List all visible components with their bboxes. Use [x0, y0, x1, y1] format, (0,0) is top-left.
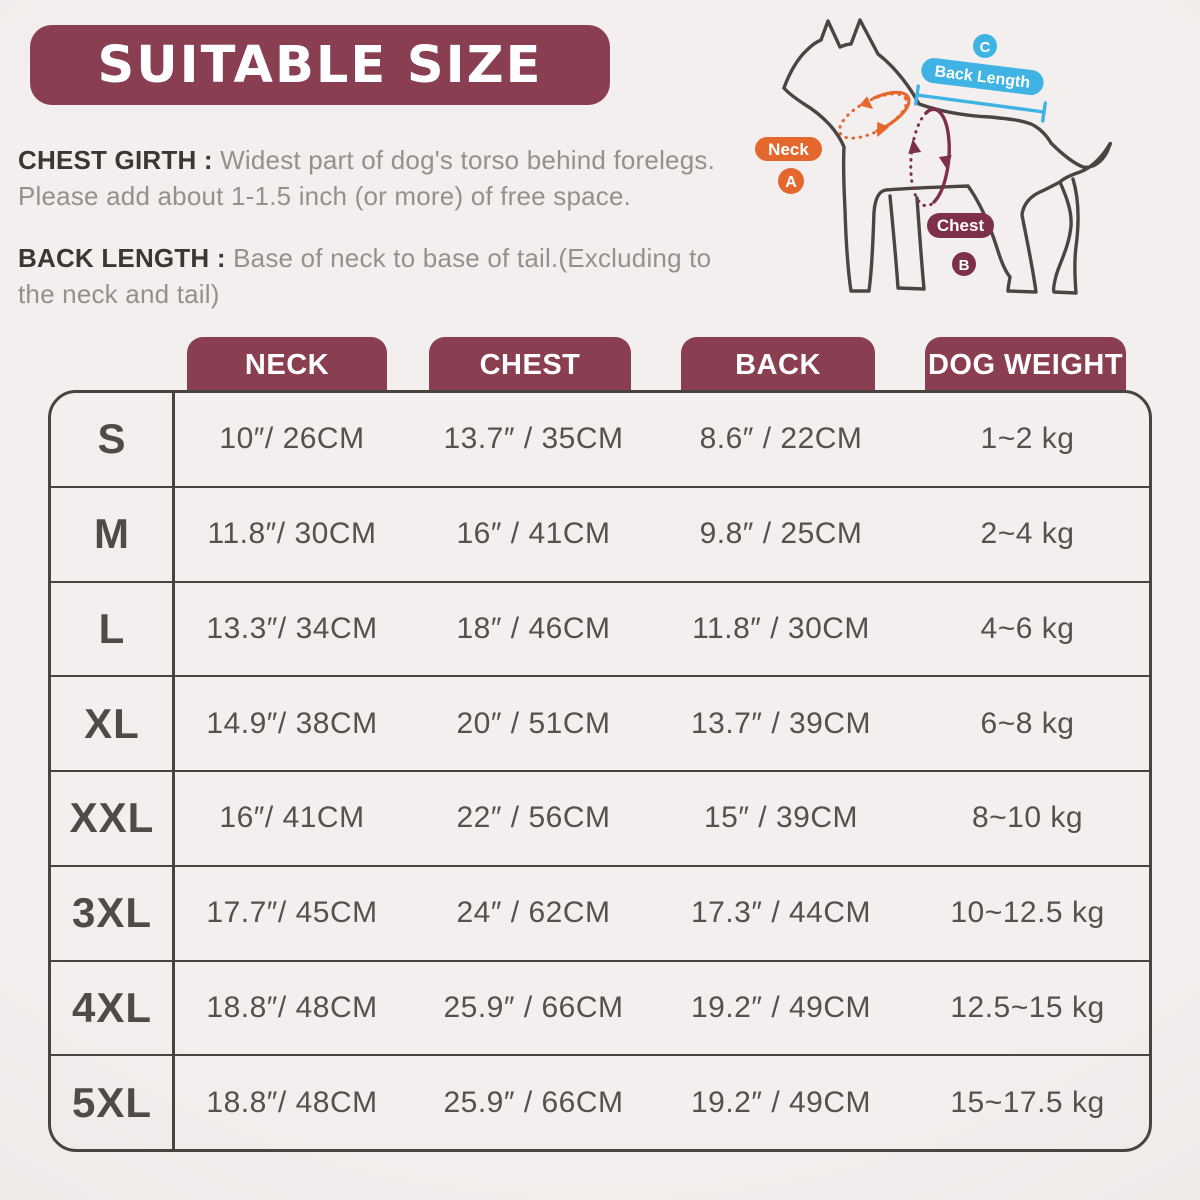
size-label: 4XL	[71, 983, 153, 1031]
neck-value: 18.8″/ 48CM	[206, 1085, 378, 1119]
back-value: 8.6″ / 22CM	[699, 422, 863, 456]
weight-value: 2~4 kg	[980, 517, 1075, 551]
size-label: XXL	[69, 794, 155, 842]
column-header-dog-weight: DOG WEIGHT	[925, 337, 1126, 393]
back-value: 19.2″ / 49CM	[690, 990, 872, 1024]
neck-value: 11.8″/ 30CM	[207, 517, 377, 551]
back-value: 13.7″ / 39CM	[690, 706, 872, 740]
neck-letter-badge: A	[778, 168, 804, 194]
chest-value: 22″ / 56CM	[456, 801, 611, 835]
back-length-label: Back Length	[921, 58, 1044, 96]
size-label: 3XL	[71, 889, 153, 937]
measurement-instructions: CHEST GIRTH : Widest part of dog's torso…	[18, 142, 763, 312]
back-length-text-line1: Base of neck to base of tail.(Excluding …	[233, 243, 712, 273]
neck-girth-ellipse	[838, 90, 911, 140]
size-label: XL	[84, 699, 140, 747]
back-length-letter-badge: C	[973, 34, 997, 58]
chest-value: 16″ / 41CM	[456, 517, 611, 551]
weight-value: 6~8 kg	[980, 706, 1075, 740]
chest-value: 25.9″ / 66CM	[443, 1085, 624, 1119]
column-header-neck: NECK	[187, 337, 387, 393]
svg-text:C: C	[980, 39, 991, 56]
weight-value: 8~10 kg	[971, 801, 1084, 835]
table-row-s: S 10″/ 26CM 13.7″ / 35CM 8.6″ / 22CM 1~2…	[51, 393, 1149, 486]
neck-label: Neck	[755, 137, 822, 161]
back-value: 17.3″ / 44CM	[690, 896, 872, 930]
neck-value: 17.7″/ 45CM	[206, 896, 378, 930]
chest-letter-badge: B	[952, 252, 976, 276]
size-label: L	[98, 604, 126, 652]
svg-text:A: A	[785, 174, 797, 191]
neck-value: 13.3″/ 34CM	[206, 611, 378, 645]
size-label: S	[97, 415, 127, 463]
column-header-label: BACK	[735, 348, 821, 381]
size-label: 5XL	[71, 1078, 153, 1126]
weight-value: 10~12.5 kg	[950, 896, 1105, 930]
page-title-banner: SUITABLE SIZE	[30, 25, 610, 105]
chest-value: 13.7″ / 35CM	[443, 422, 624, 456]
dog-outline	[782, 18, 1112, 295]
size-table: S 10″/ 26CM 13.7″ / 35CM 8.6″ / 22CM 1~2…	[48, 390, 1152, 1152]
table-row-xl: XL 14.9″/ 38CM 20″ / 51CM 13.7″ / 39CM 6…	[51, 675, 1149, 770]
column-header-label: CHEST	[479, 348, 581, 381]
weight-value: 15~17.5 kg	[950, 1085, 1105, 1119]
table-row-xxl: XXL 16″/ 41CM 22″ / 56CM 15″ / 39CM 8~10…	[51, 770, 1149, 865]
back-value: 19.2″ / 49CM	[690, 1085, 872, 1119]
svg-text:B: B	[959, 257, 970, 274]
weight-value: 4~6 kg	[980, 611, 1075, 645]
column-header-label: NECK	[244, 348, 330, 381]
chest-value: 24″ / 62CM	[456, 896, 611, 930]
neck-value: 16″/ 41CM	[219, 801, 365, 835]
chest-girth-ellipse	[908, 107, 952, 208]
back-value: 11.8″ / 30CM	[692, 611, 870, 645]
chest-label: Chest	[927, 213, 994, 238]
column-header-back: BACK	[681, 337, 875, 393]
chest-value: 25.9″ / 66CM	[443, 990, 624, 1024]
chest-girth-label: CHEST GIRTH :	[18, 145, 213, 175]
back-length-description: BACK LENGTH : Base of neck to base of ta…	[18, 240, 763, 312]
dog-measurement-diagram: Neck A Back Length C Chest B	[755, 18, 1112, 295]
column-header-chest: CHEST	[429, 337, 631, 393]
neck-value: 14.9″/ 38CM	[206, 706, 378, 740]
neck-value: 18.8″/ 48CM	[206, 990, 378, 1024]
column-header-label: DOG WEIGHT	[927, 348, 1124, 381]
table-row-m: M 11.8″/ 30CM 16″ / 41CM 9.8″ / 25CM 2~4…	[51, 485, 1149, 581]
chest-girth-text-line1: Widest part of dog's torso behind forele…	[220, 145, 715, 175]
table-row-4xl: 4XL 18.8″/ 48CM 25.9″ / 66CM 19.2″ / 49C…	[51, 959, 1149, 1055]
chest-value: 18″ / 46CM	[456, 611, 611, 645]
back-length-measure-line	[914, 84, 1047, 123]
table-row-l: L 13.3″/ 34CM 18″ / 46CM 11.8″ / 30CM 4~…	[51, 580, 1149, 676]
weight-value: 1~2 kg	[980, 422, 1075, 456]
back-value: 15″ / 39CM	[703, 801, 859, 835]
svg-text:Neck: Neck	[768, 140, 809, 159]
chest-arrow-icon	[908, 139, 922, 154]
page-title: SUITABLE SIZE	[97, 35, 543, 95]
chest-arrow-icon	[938, 155, 952, 170]
neck-arrow-icon	[859, 96, 874, 110]
chest-girth-text-line2: Please add about 1-1.5 inch (or more) of…	[18, 181, 632, 211]
weight-value: 12.5~15 kg	[950, 990, 1105, 1024]
table-row-5xl: 5XL 18.8″/ 48CM 25.9″ / 66CM 19.2″ / 49C…	[51, 1054, 1149, 1149]
neck-value: 10″/ 26CM	[219, 422, 365, 456]
back-length-label: BACK LENGTH :	[18, 243, 226, 273]
svg-text:Chest: Chest	[937, 216, 985, 235]
neck-arrow-icon	[877, 121, 890, 138]
back-value: 9.8″ / 25CM	[699, 517, 863, 551]
size-column-divider	[172, 393, 175, 1149]
table-row-3xl: 3XL 17.7″/ 45CM 24″ / 62CM 17.3″ / 44CM …	[51, 864, 1149, 960]
size-label: M	[94, 510, 130, 558]
back-length-text-line2: the neck and tail)	[18, 279, 220, 309]
chest-girth-description: CHEST GIRTH : Widest part of dog's torso…	[18, 142, 763, 214]
chest-value: 20″ / 51CM	[456, 706, 611, 740]
